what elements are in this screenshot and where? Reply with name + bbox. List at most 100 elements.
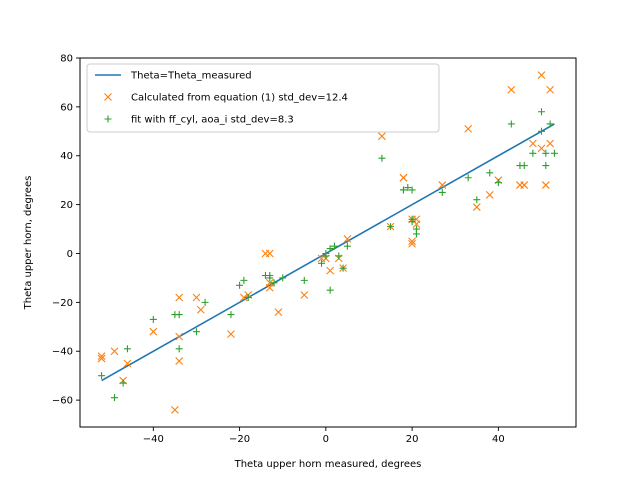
green-plus-point: [464, 174, 472, 182]
green-plus-point: [494, 179, 502, 187]
y-tick-label: 0: [67, 249, 73, 260]
green-plus-point: [227, 311, 235, 319]
green-plus-point: [279, 274, 287, 282]
x-axis-label: Theta upper horn measured, degrees: [234, 459, 422, 470]
green-plus-point: [98, 372, 106, 380]
orange-x-point: [265, 278, 274, 287]
orange-x-point: [175, 332, 184, 341]
green-plus-point: [149, 315, 157, 323]
green-plus-point: [542, 149, 550, 157]
green-plus-point: [326, 245, 334, 253]
green-plus-point: [343, 242, 351, 250]
green-plus-point: [473, 196, 481, 204]
orange-x-point: [520, 181, 529, 189]
green-plus-point: [546, 120, 554, 128]
orange-x-point: [97, 352, 106, 361]
y-tick-label: 20: [60, 200, 73, 211]
plot-area: [97, 71, 558, 414]
orange-x-point: [507, 85, 516, 94]
orange-x-point: [110, 347, 119, 356]
green-plus-point: [542, 162, 550, 170]
orange-x-point: [274, 308, 283, 317]
y-tick-label: −40: [52, 347, 73, 358]
orange-x-point: [528, 139, 537, 148]
x-tick-label: 40: [492, 434, 505, 445]
green-plus-point: [123, 345, 131, 353]
green-plus-point: [266, 271, 274, 279]
green-plus-point: [387, 223, 395, 231]
green-plus-point: [175, 311, 183, 319]
orange-x-point: [438, 181, 447, 189]
orange-x-point: [343, 234, 352, 243]
y-tick-label: 60: [60, 102, 73, 113]
orange-x-point: [408, 237, 416, 246]
green-plus-point: [119, 379, 127, 387]
orange-x-point: [546, 139, 555, 148]
orange-x-point: [240, 293, 248, 302]
plot-frame: [79, 57, 577, 428]
green-plus-point: [270, 279, 278, 287]
orange-x-point: [265, 249, 274, 258]
green-plus-point: [244, 293, 252, 301]
y-tick-label: −60: [52, 396, 73, 407]
orange-x-point: [464, 124, 473, 133]
reference-line: [101, 123, 555, 382]
green-plus-point: [330, 242, 338, 250]
legend-plus-swatch: [104, 115, 112, 123]
x-tick-label: −20: [229, 434, 250, 445]
orange-x-point: [123, 359, 132, 368]
green-plus-point: [537, 108, 545, 116]
orange-x-point: [399, 173, 408, 182]
green-plus-point: [537, 127, 545, 135]
green-plus-point: [404, 184, 412, 192]
axis-ticks: −40 −20 0 20 40 −60 −40 −20 0 20 40 60 80: [52, 54, 505, 446]
green-plus-point: [412, 230, 420, 238]
orange-x-point: [175, 293, 184, 302]
green-plus-point: [550, 149, 558, 157]
orange-x-point: [537, 144, 546, 153]
legend-label: fit with ff_cyl, aoa_i std_dev=8.3: [131, 115, 294, 126]
green-plus-point: [399, 186, 407, 194]
green-plus-point: [529, 149, 537, 157]
green-plus-point: [408, 186, 416, 194]
orange-x-point: [472, 203, 481, 211]
green-plus-point: [507, 120, 515, 128]
green-plus-point: [201, 298, 209, 306]
legend-box: [86, 63, 440, 133]
green-plus-point: [192, 328, 200, 336]
orange-x-point: [196, 305, 205, 314]
green-plus-point: [486, 169, 494, 177]
y-tick-label: −20: [52, 298, 73, 309]
legend: Theta=Theta_measured Calculated from equa…: [86, 63, 440, 133]
x-tick-label: −40: [143, 434, 164, 445]
green-plus-point: [318, 259, 326, 267]
y-tick-label: 80: [60, 54, 73, 65]
orange-x-point: [300, 291, 309, 299]
green-plus-point: [378, 154, 386, 162]
green-plus-point: [236, 281, 244, 289]
orange-x-point: [97, 354, 106, 363]
orange-x-point: [326, 266, 335, 275]
legend-x-swatch: [104, 93, 112, 101]
orange-x-point: [192, 293, 201, 302]
green-plus-point: [339, 264, 347, 272]
orange-x-point: [227, 330, 235, 339]
green-plus-point: [240, 276, 248, 284]
orange-x-point: [170, 406, 179, 414]
y-tick-label: 40: [60, 151, 73, 162]
green-plus-point: [326, 286, 334, 294]
x-tick-label: 0: [323, 434, 329, 445]
green-plus-point: [300, 276, 308, 284]
y-axis-label: Theta upper horn, degrees: [23, 176, 34, 311]
orange-x-point: [378, 132, 386, 141]
x-tick-label: 20: [406, 434, 419, 445]
green-plus-point: [322, 252, 330, 260]
green-plus-point: [438, 188, 446, 196]
green-plus-point: [408, 215, 416, 223]
green-plus-point: [111, 394, 119, 402]
legend-label: Theta=Theta_measured: [130, 71, 252, 82]
orange-x-point: [408, 239, 416, 248]
orange-x-point: [546, 85, 555, 94]
green-plus-point: [335, 252, 343, 260]
